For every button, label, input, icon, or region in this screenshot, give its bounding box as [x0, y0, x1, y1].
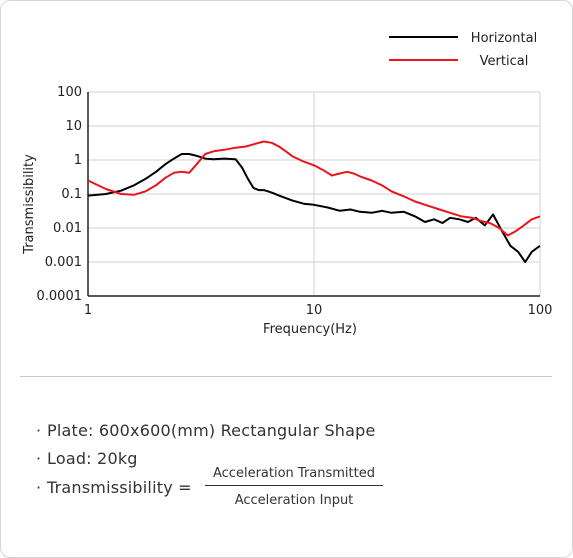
bullet: · [36, 421, 42, 440]
y-tick-label: 0.1 [61, 187, 82, 202]
x-axis-title: Frequency(Hz) [263, 322, 357, 337]
x-tick-label: 100 [528, 303, 553, 318]
note-plate-text: Plate: 600x600(mm) Rectangular Shape [47, 421, 376, 440]
x-tick-label: 1 [84, 303, 92, 318]
x-tick-label: 10 [306, 303, 323, 318]
y-tick-label: 0.0001 [37, 289, 83, 304]
divider [20, 376, 552, 377]
series-line-horizontal [87, 153, 541, 263]
note-plate: · Plate: 600x600(mm) Rectangular Shape [36, 421, 376, 440]
y-axis-title: Transmissibility [22, 154, 37, 255]
y-tick-label: 0.01 [53, 221, 82, 236]
formula-label: Transmissibility = [47, 478, 192, 497]
fraction-bar [205, 485, 383, 486]
y-tick-label: 100 [57, 85, 82, 100]
y-tick-label: 1 [74, 153, 82, 168]
note-formula: · Transmissibility = [36, 478, 192, 497]
formula-numerator: Acceleration Transmitted [213, 466, 375, 481]
formula-denominator: Acceleration Input [234, 493, 354, 508]
series-line-vertical [87, 140, 541, 237]
note-load: · Load: 20kg [36, 449, 138, 468]
formula-fraction: Acceleration Transmitted Acceleration In… [205, 466, 383, 508]
y-tick-label: 10 [65, 119, 82, 134]
bullet: · [36, 478, 42, 497]
y-tick-label: 0.001 [45, 255, 82, 270]
legend-label: Vertical [480, 54, 529, 69]
bullet: · [36, 449, 42, 468]
legend-label: Horizontal [471, 31, 537, 46]
note-load-text: Load: 20kg [47, 449, 138, 468]
